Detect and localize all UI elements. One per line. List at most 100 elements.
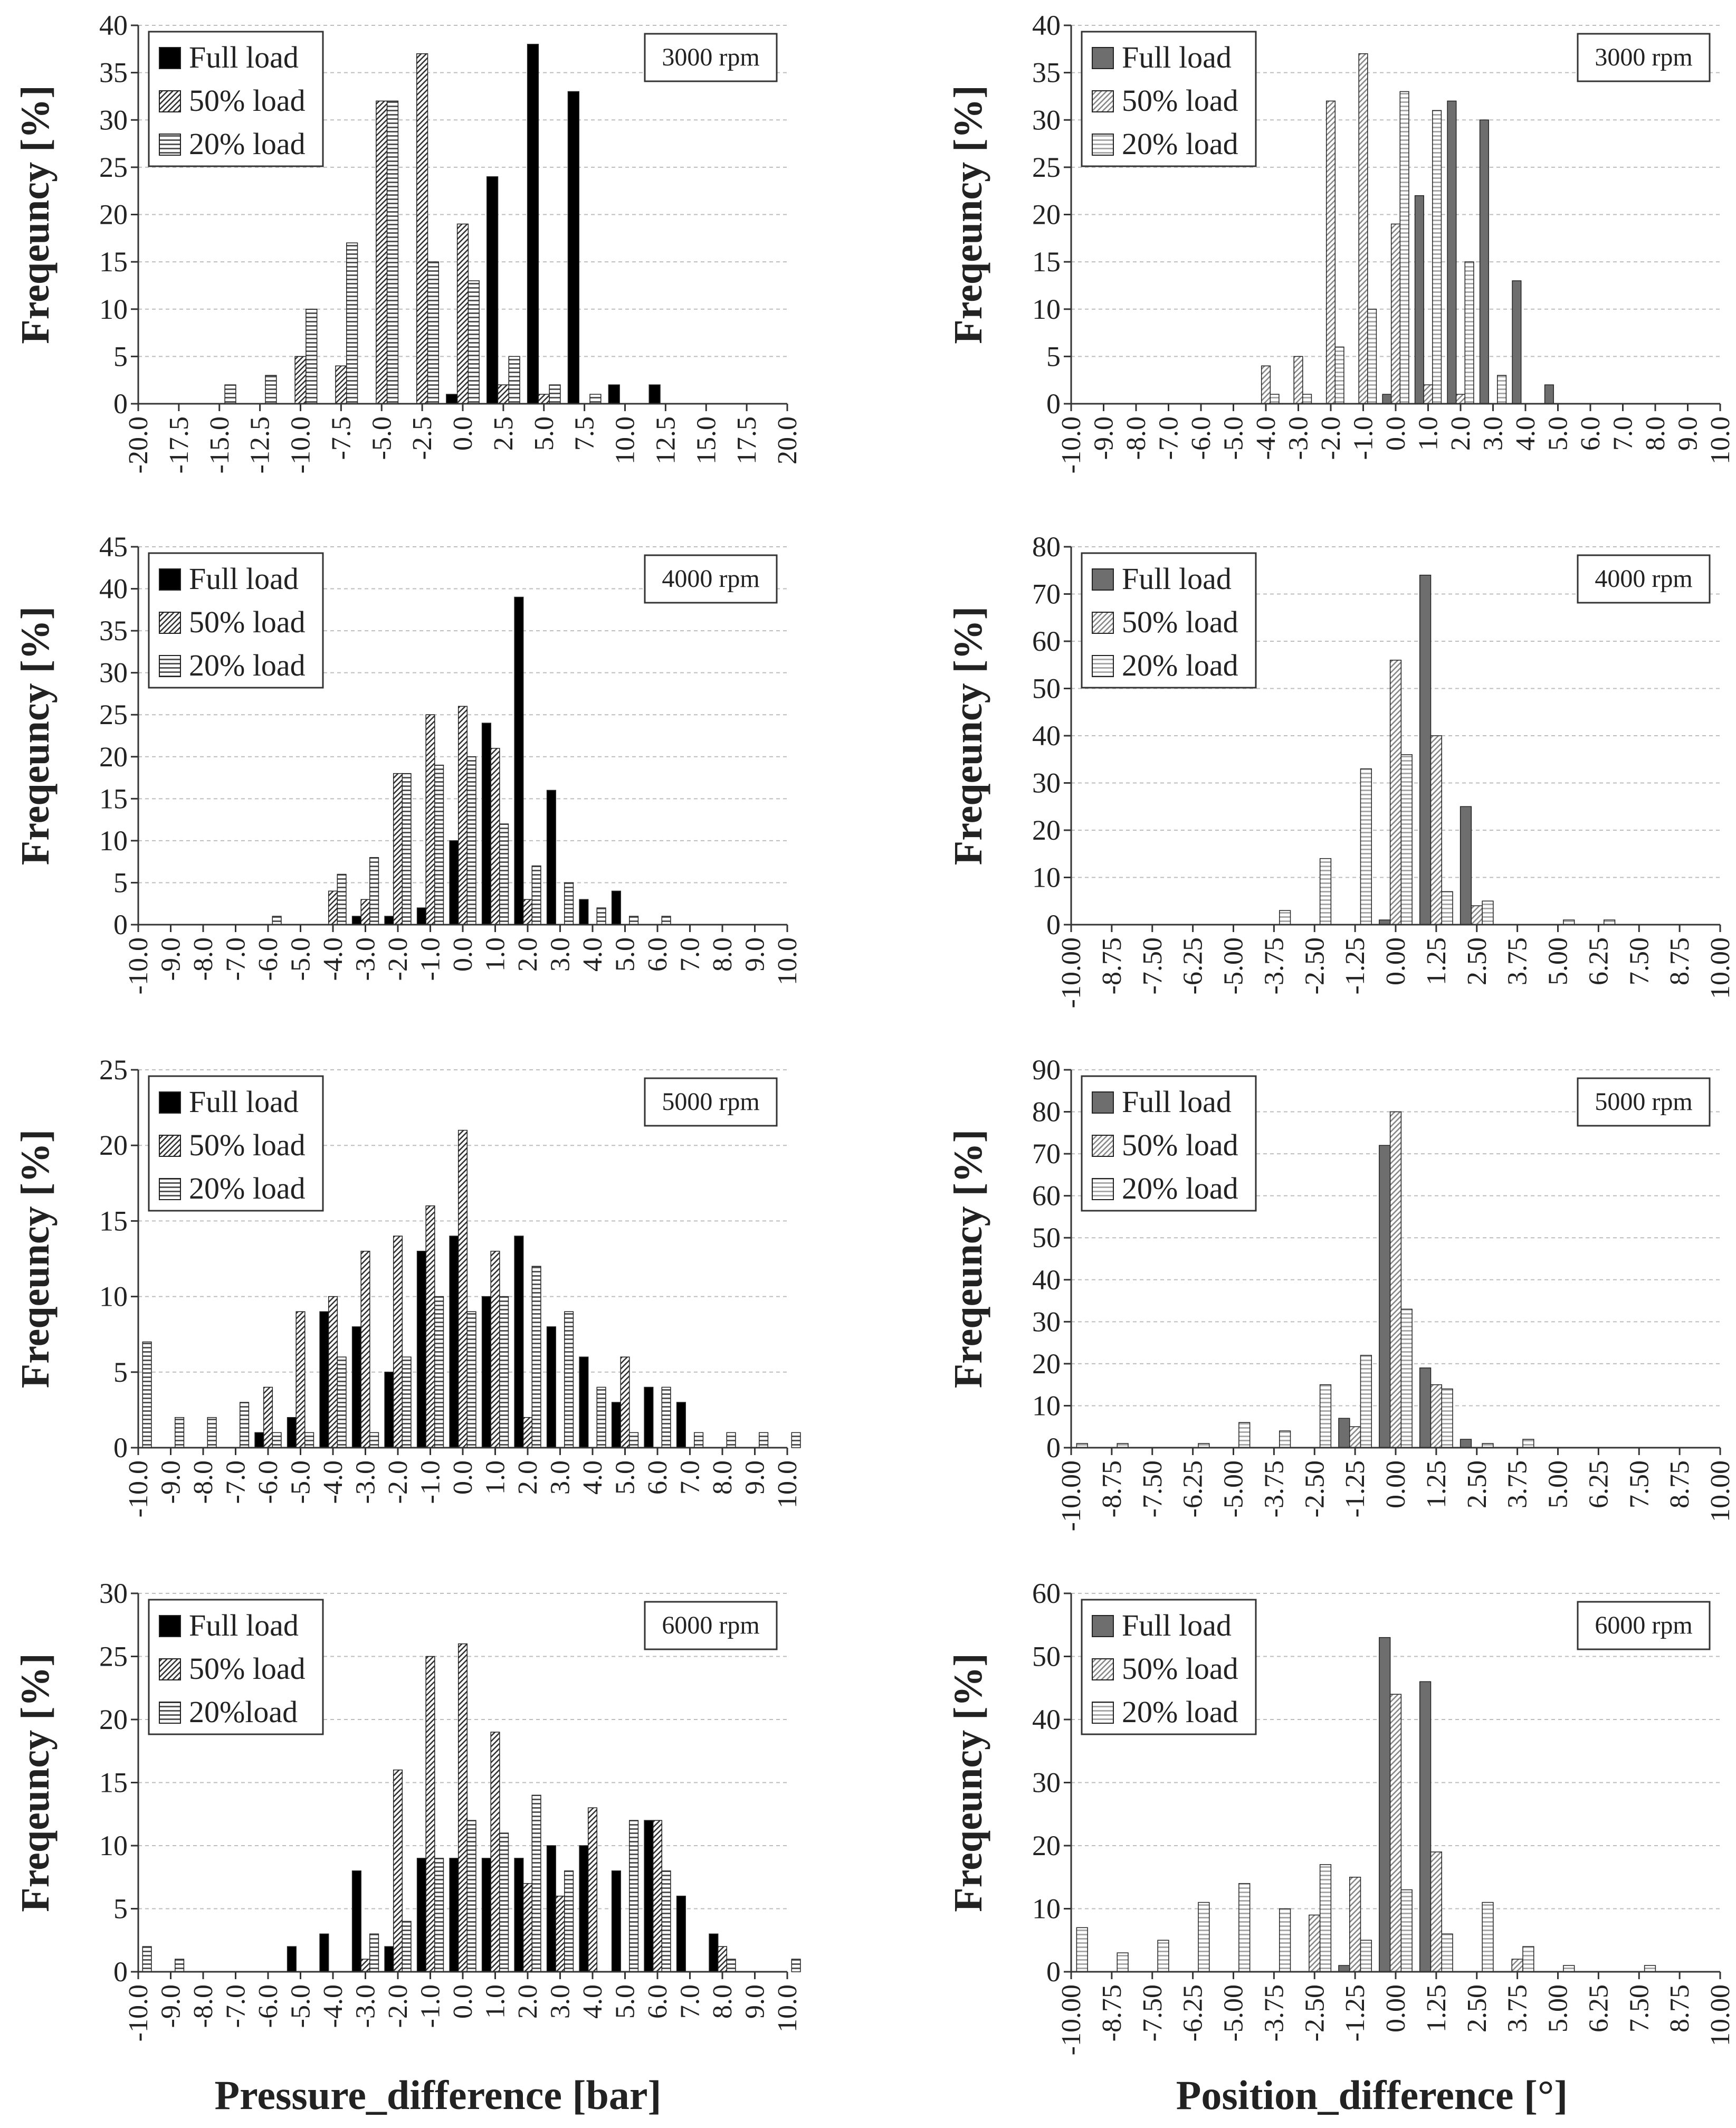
y-tick-label: 20 (99, 741, 128, 773)
bar-diag (497, 384, 510, 404)
bar-horiz (337, 873, 347, 925)
bar-horiz (1464, 261, 1474, 404)
bar-solid (287, 1946, 297, 1972)
x-tick-label: 6.25 (1584, 1460, 1614, 1508)
legend-swatch-horiz (159, 134, 181, 156)
bar-solid (546, 1326, 556, 1448)
legend-label: 20% load (189, 127, 306, 161)
x-tick-label: 0.0 (1381, 416, 1411, 451)
bar-diag (490, 1250, 500, 1448)
x-tick-label: 5.0 (529, 416, 559, 451)
bar-solid (384, 1946, 394, 1972)
bar-diag (393, 773, 403, 925)
bar-solid (1544, 384, 1554, 404)
bar-diag (457, 1129, 468, 1448)
x-tick-label: 5.0 (1543, 416, 1573, 451)
y-tick-label: 20 (1032, 814, 1061, 846)
legend-swatch-solid (159, 47, 181, 69)
bar-diag (1511, 1959, 1523, 1972)
x-tick-label: -7.50 (1138, 1460, 1168, 1517)
x-tick-label: 5.0 (611, 1460, 641, 1495)
bar-horiz (549, 384, 561, 404)
bar-horiz (142, 1946, 152, 1972)
bar-diag (457, 1643, 468, 1972)
bar-horiz (1441, 891, 1453, 925)
bar-solid (416, 1858, 426, 1972)
legend-label: 20% load (189, 648, 306, 682)
chart-a3000: 0 5 10 15 20 25 30 35 40 -10.0 -9.0 -8.0 -7.0 -6.0 -5.… (946, 10, 1735, 473)
x-tick-label: 3.0 (546, 1460, 576, 1495)
x-tick-label: 0.0 (448, 937, 478, 972)
bar-solid (527, 44, 539, 404)
bar-horiz (369, 1933, 379, 1972)
bar-diag (555, 1895, 565, 1972)
bar-horiz (1441, 1933, 1453, 1972)
bar-horiz (427, 261, 440, 404)
y-tick-label: 25 (99, 151, 128, 183)
y-tick-label: 5 (113, 1893, 128, 1925)
x-tick-label: 1.0 (481, 937, 511, 972)
bar-horiz (466, 1311, 476, 1448)
legend: Full load 50% load 20% load (1081, 1599, 1257, 1735)
x-tick-label: 10.0 (611, 416, 641, 464)
x-tick-label: -8.75 (1097, 1460, 1127, 1517)
y-tick-label: 50 (1032, 1222, 1061, 1253)
bar-diag (1389, 660, 1402, 925)
bar-diag (490, 1732, 500, 1972)
x-tick-label: 6.0 (643, 937, 673, 972)
x-tick-label: 10.00 (1705, 1984, 1735, 2046)
x-tick-label: 5.00 (1543, 1984, 1573, 2032)
bar-horiz (1400, 1308, 1413, 1448)
x-tick-label: -6.25 (1178, 937, 1208, 994)
bar-solid (1479, 119, 1489, 404)
legend-swatch-horiz (159, 655, 181, 677)
bar-solid (546, 790, 556, 925)
x-tick-label: 3.0 (546, 937, 576, 972)
bar-solid (446, 394, 458, 404)
bar-diag (360, 1959, 370, 1972)
x-tick-label: -7.0 (1154, 416, 1184, 460)
y-tick-label: 20 (1032, 1348, 1061, 1380)
x-tick-label: 8.75 (1665, 1984, 1695, 2032)
x-tick-label: -7.0 (221, 1460, 251, 1504)
x-tick-label: 7.0 (675, 937, 705, 972)
bar-solid (481, 1296, 491, 1448)
bar-diag (1430, 735, 1443, 925)
y-tick-label: 20 (99, 1704, 128, 1735)
y-tick-label: 50 (1032, 673, 1061, 705)
speed-label-box (1577, 33, 1711, 82)
bar-solid (579, 899, 589, 925)
y-tick-label: 25 (99, 699, 128, 730)
bar-horiz (346, 242, 358, 404)
x-tick-label: 15.0 (691, 416, 721, 464)
y-tick-label: 45 (99, 531, 128, 563)
x-tick-label: 4.0 (1511, 416, 1541, 451)
x-tick-label: -7.50 (1138, 1984, 1168, 2041)
x-tick-label: -3.75 (1259, 937, 1289, 994)
x-tick-label: -3.0 (351, 937, 381, 981)
y-tick-label: 40 (1032, 720, 1061, 752)
x-tick-label: 7.50 (1624, 937, 1654, 985)
x-axis-title-pressure: Pressure_difference [bar] (214, 2072, 662, 2118)
x-tick-label: 7.0 (1608, 416, 1638, 451)
y-tick-label: 80 (1032, 531, 1061, 563)
x-tick-label: 0.00 (1381, 937, 1411, 985)
bar-solid (1338, 1418, 1350, 1448)
bar-horiz (369, 857, 379, 925)
legend-label: 20% load (1122, 127, 1238, 161)
bar-horiz (531, 1266, 541, 1448)
bar-diag (376, 100, 388, 404)
bar-horiz (1400, 754, 1413, 925)
legend-label: Full load (1122, 1085, 1232, 1119)
x-tick-label: 2.0 (513, 1460, 543, 1495)
legend: Full load 50% load 20% load (148, 31, 324, 167)
x-tick-label: 1.0 (1414, 416, 1444, 451)
y-tick-label: 25 (99, 1054, 128, 1086)
y-tick-label: 0 (113, 1956, 128, 1988)
bar-diag (587, 1807, 598, 1972)
y-tick-label: 60 (1032, 625, 1061, 657)
bar-horiz (1563, 1965, 1575, 1972)
bar-diag (425, 1656, 435, 1972)
bar-diag (425, 1205, 435, 1448)
x-tick-label: 2.0 (513, 1984, 543, 2019)
